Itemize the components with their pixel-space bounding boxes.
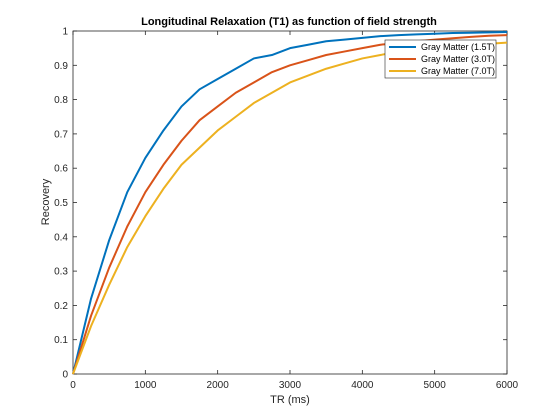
legend-label-1: Gray Matter (3.0T) [421, 54, 495, 64]
y-tick-label: 0.3 [54, 267, 68, 278]
y-tick-label: 1 [62, 27, 68, 38]
chart-title: Longitudinal Relaxation (T1) as function… [141, 16, 437, 28]
x-tick-label: 2000 [207, 380, 230, 391]
y-tick-label: 0.9 [54, 61, 68, 72]
y-tick-label: 0 [62, 370, 68, 381]
x-tick-label: 1000 [134, 380, 157, 391]
plot-area [72, 30, 508, 375]
legend-label-2: Gray Matter (7.0T) [421, 66, 495, 76]
legend: Gray Matter (1.5T) Gray Matter (3.0T) Gray… [384, 39, 497, 79]
x-tick-label: 4000 [351, 380, 374, 391]
y-tick-label: 0.8 [54, 95, 68, 106]
x-axis-label: TR (ms) [270, 394, 310, 406]
y-tick-label: 0.6 [54, 164, 68, 175]
y-axis: 0 0.1 0.2 0.3 0.4 0.5 0.6 0.7 0.8 0.9 1 [54, 27, 507, 381]
y-tick-label: 0.5 [54, 198, 68, 209]
y-tick-label: 0.4 [54, 232, 68, 243]
x-tick-label: 0 [70, 380, 76, 391]
legend-label-0: Gray Matter (1.5T) [421, 42, 495, 52]
y-axis-label: Recovery [40, 178, 52, 225]
y-tick-label: 0.2 [54, 301, 68, 312]
y-tick-label: 0.1 [54, 335, 68, 346]
series-line-1 [72, 34, 508, 375]
x-tick-label: 5000 [424, 380, 447, 391]
x-tick-label: 3000 [279, 380, 302, 391]
series-line-0 [72, 31, 508, 375]
y-tick-label: 0.7 [54, 129, 68, 140]
x-tick-label: 6000 [496, 380, 519, 391]
